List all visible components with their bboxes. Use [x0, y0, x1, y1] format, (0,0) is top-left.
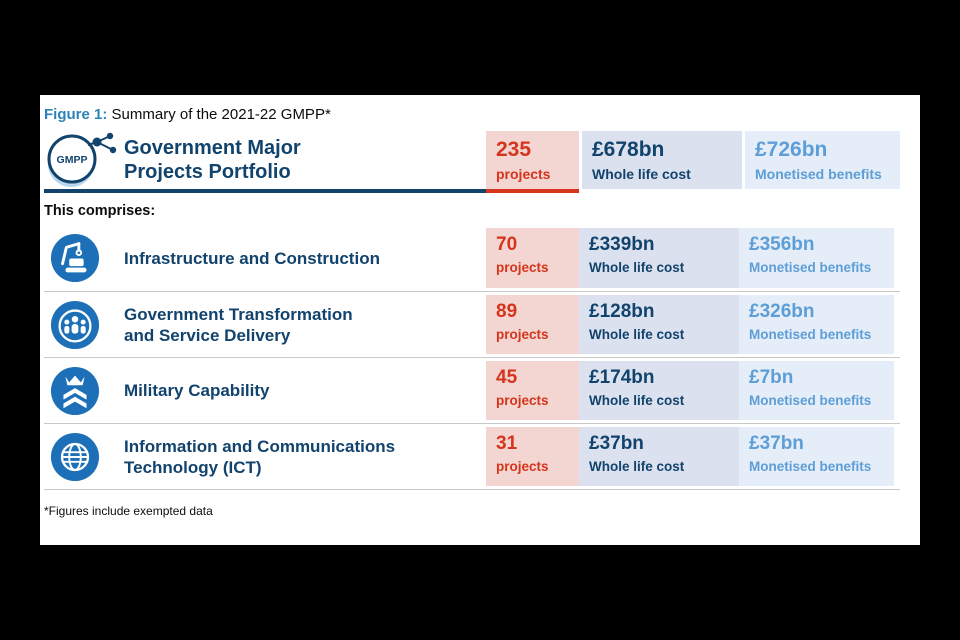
benefits-label: Monetised benefits [755, 166, 882, 183]
header-underline [44, 189, 900, 193]
category-benefits-stat: £356bn Monetised benefits [739, 228, 894, 288]
comprises-label: This comprises: [44, 203, 156, 219]
category-cost-stat: £128bn Whole life cost [579, 295, 739, 354]
footnote: *Figures include exempted data [44, 504, 213, 518]
portfolio-projects-stat: 235 projects [486, 131, 579, 189]
crane-icon [50, 233, 100, 283]
cost-label: Whole life cost [592, 166, 691, 183]
category-projects-stat: 31 projects [486, 427, 579, 486]
category-row-transformation: Government Transformation and Service De… [44, 291, 900, 357]
category-row-ict: Information and Communications Technolog… [44, 423, 900, 489]
category-name: Military Capability [124, 381, 270, 400]
category-cost-stat: £174bn Whole life cost [579, 361, 739, 420]
underline-red-segment [486, 189, 579, 193]
category-row-infrastructure: Infrastructure and Construction 70 proje… [44, 225, 900, 291]
underline-navy-segment [44, 189, 486, 193]
military-icon [50, 366, 100, 415]
portfolio-header-row: GMPP Government Major Projects Portfolio… [44, 131, 900, 189]
portfolio-name-line2: Projects Portfolio [124, 161, 291, 183]
category-projects-stat: 89 projects [486, 295, 579, 354]
portfolio-name: Government Major Projects Portfolio [124, 131, 486, 189]
transformation-icon [50, 300, 100, 349]
category-benefits-stat: £7bn Monetised benefits [739, 361, 894, 420]
transformation-icon-cell [44, 292, 124, 357]
portfolio-name-line1: Government Major [124, 137, 301, 159]
projects-label: projects [496, 166, 551, 183]
category-row-military: Military Capability 45 projects £174bn W… [44, 357, 900, 423]
category-benefits-stat: £326bn Monetised benefits [739, 295, 894, 354]
category-name: Infrastructure and Construction [124, 248, 380, 268]
category-name: Information and Communications Technolog… [124, 436, 396, 477]
benefits-value: £726bn [755, 138, 828, 161]
category-benefits-stat: £37bn Monetised benefits [739, 427, 894, 486]
portfolio-benefits-stat: £726bn Monetised benefits [745, 131, 900, 189]
figure-title: Figure 1: Summary of the 2021-22 GMPP* [44, 95, 900, 123]
cost-value: £678bn [592, 138, 665, 161]
category-cost-stat: £339bn Whole life cost [579, 228, 739, 288]
gmpp-logo-cell: GMPP [44, 131, 124, 189]
category-name: Government Transformation and Service De… [124, 304, 353, 345]
category-projects-stat: 45 projects [486, 361, 579, 420]
infrastructure-icon-cell [44, 225, 124, 291]
ict-icon-cell [44, 424, 124, 489]
portfolio-cost-stat: £678bn Whole life cost [582, 131, 742, 189]
category-cost-stat: £37bn Whole life cost [579, 427, 739, 486]
figure-label: Figure 1: [44, 106, 108, 123]
figure-title-text: Summary of the 2021-22 GMPP* [111, 106, 331, 123]
figure-content: Figure 1: Summary of the 2021-22 GMPP* G… [44, 95, 900, 518]
category-table: Infrastructure and Construction 70 proje… [44, 225, 900, 490]
military-icon-cell [44, 358, 124, 423]
figure-panel: Figure 1: Summary of the 2021-22 GMPP* G… [40, 95, 920, 545]
ict-globe-icon [50, 432, 100, 481]
gmpp-logo-text: GMPP [57, 154, 88, 166]
projects-value: 235 [496, 138, 532, 161]
gmpp-logo-icon: GMPP [47, 132, 117, 187]
category-projects-stat: 70 projects [486, 228, 579, 288]
